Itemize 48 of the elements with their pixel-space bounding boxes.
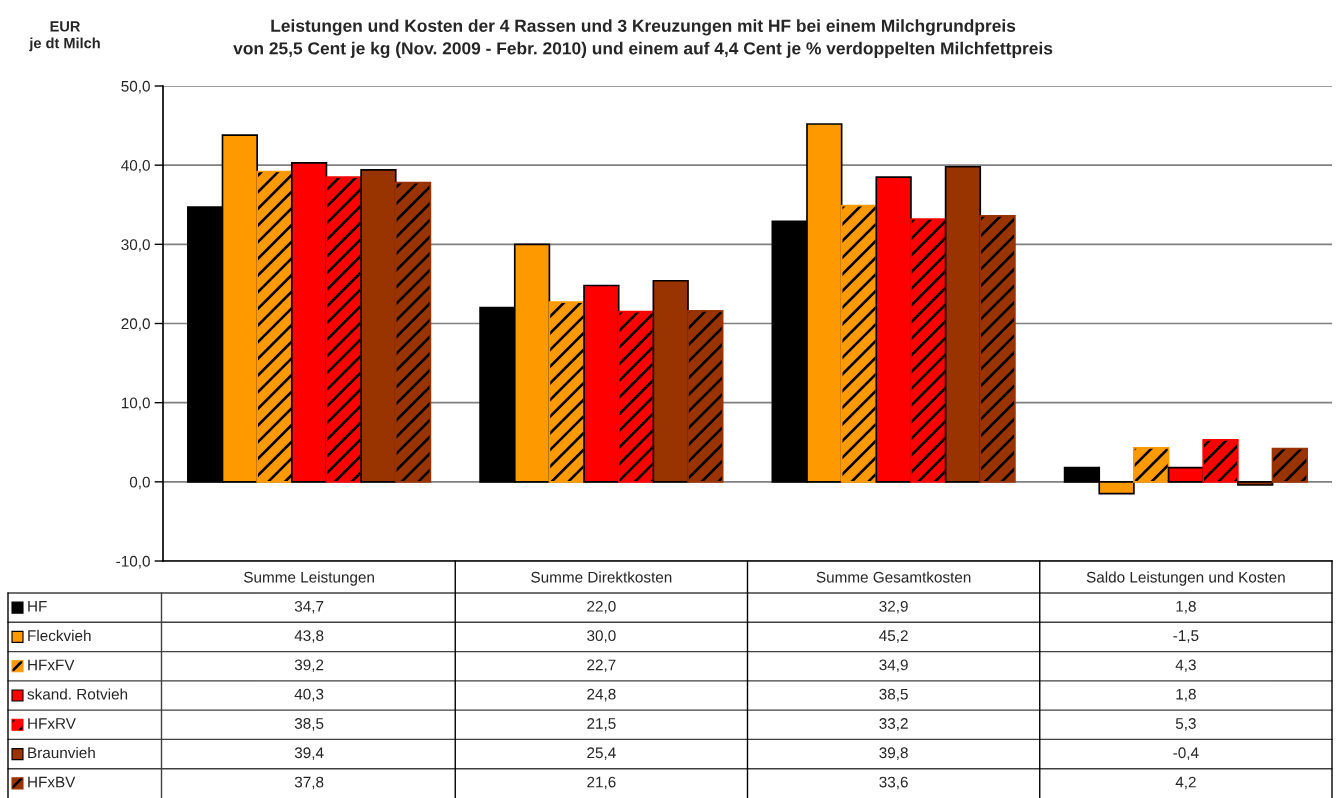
x-tick-label: Summe Direktkosten — [531, 571, 672, 583]
data-label: 33,2 — [879, 718, 908, 731]
data-label: 39,8 — [879, 747, 908, 760]
data-label: 1,8 — [1176, 688, 1196, 702]
data-label: 34,7 — [294, 600, 324, 614]
x-tick-label: Summe Leistungen — [244, 571, 374, 586]
data-label: 21,6 — [587, 776, 616, 790]
data-label: -1,5 — [1173, 630, 1199, 643]
data-label: 21,5 — [587, 718, 616, 731]
data-label: 39,2 — [294, 659, 324, 673]
data-label: 30,0 — [587, 630, 616, 643]
y-tick-label: 10,0 — [121, 397, 150, 411]
data-label: 22,7 — [587, 659, 616, 673]
legend-label: HFxBV — [28, 776, 76, 788]
data-label: -0,4 — [1173, 747, 1199, 760]
chart-title: Leistungen und Kosten der 4 Rassen und 3 Kreuzungen mit HF bei einem Milchgrundpreis von 25,5 Cent je kg (Nov. 2009 - Febr. 2010) und einem auf 4,4 Cent je % verdoppelten Milchfettpreis — [233, 19, 1053, 58]
data-label: 1,8 — [1176, 600, 1196, 614]
y-tick-label: 50,0 — [121, 80, 150, 94]
data-label: 43,8 — [294, 630, 324, 643]
data-label: 45,2 — [879, 630, 908, 643]
y-tick-label: 20,0 — [121, 318, 150, 331]
y-tick-label: 0,0 — [129, 476, 150, 490]
data-label: 37,8 — [294, 776, 324, 790]
legend-label: HFxFV — [28, 659, 75, 671]
data-label: 32,9 — [879, 600, 908, 614]
legend-label: HF — [28, 601, 47, 612]
legend-label: HFxRV — [28, 718, 76, 729]
data-label: 5,3 — [1175, 718, 1196, 731]
y-axis-title: EUR je dt Milch — [29, 21, 100, 52]
data-label: 25,4 — [587, 747, 616, 760]
y-tick-label: 30,0 — [121, 239, 150, 252]
y-tick-label: -10,0 — [116, 555, 150, 569]
legend-label: Fleckvieh — [28, 629, 91, 642]
data-label: 22,0 — [587, 600, 616, 614]
data-label: 24,8 — [587, 688, 616, 702]
x-tick-label: Saldo Leistungen und Kosten — [1086, 571, 1285, 586]
legend-label: skand. Rotvieh — [27, 688, 128, 700]
x-tick-label: Summe Gesamtkosten — [816, 571, 971, 583]
data-label: 4,3 — [1175, 659, 1196, 673]
data-label: 39,4 — [294, 747, 324, 760]
data-label: 34,9 — [879, 659, 908, 673]
data-label: 40,3 — [294, 688, 324, 702]
data-label: 33,6 — [879, 776, 908, 790]
data-label: 4,2 — [1175, 776, 1196, 790]
data-label: 38,5 — [294, 718, 324, 731]
data-label: 38,5 — [879, 688, 908, 702]
legend-label: Braunvieh — [28, 746, 95, 759]
y-tick-label: 40,0 — [121, 160, 150, 173]
